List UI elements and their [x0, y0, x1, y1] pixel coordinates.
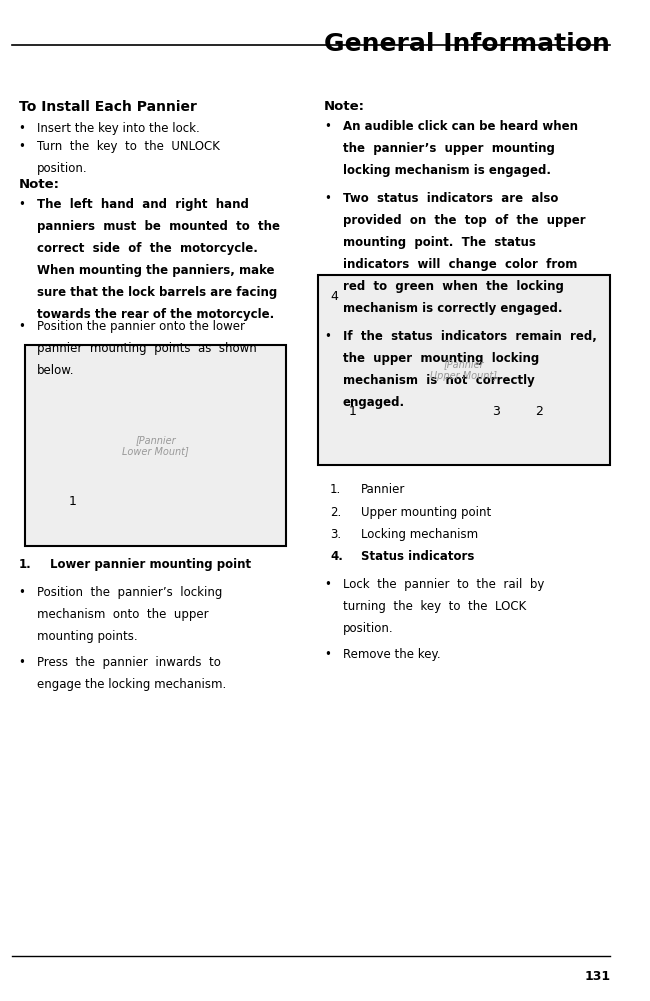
Text: turning  the  key  to  the  LOCK: turning the key to the LOCK	[343, 600, 526, 613]
Text: Remove the key.: Remove the key.	[343, 648, 440, 661]
Text: 1.: 1.	[330, 483, 341, 496]
Text: Upper mounting point: Upper mounting point	[361, 506, 491, 519]
Text: •: •	[19, 198, 25, 211]
Text: red  to  green  when  the  locking: red to green when the locking	[343, 280, 564, 293]
Text: Press  the  pannier  inwards  to: Press the pannier inwards to	[37, 656, 221, 669]
Text: General Information: General Information	[324, 32, 610, 56]
Text: Lower pannier mounting point: Lower pannier mounting point	[50, 558, 251, 571]
Text: 2: 2	[536, 405, 543, 418]
Text: the  upper  mounting  locking: the upper mounting locking	[343, 352, 539, 365]
Text: To Install Each Pannier: To Install Each Pannier	[19, 100, 196, 114]
Text: Turn  the  key  to  the  UNLOCK: Turn the key to the UNLOCK	[37, 140, 220, 153]
Text: mechanism is correctly engaged.: mechanism is correctly engaged.	[343, 302, 562, 315]
Text: provided  on  the  top  of  the  upper: provided on the top of the upper	[343, 214, 585, 227]
Text: indicators  will  change  color  from: indicators will change color from	[343, 258, 577, 271]
Text: engaged.: engaged.	[343, 396, 405, 409]
Text: engage the locking mechanism.: engage the locking mechanism.	[37, 678, 227, 691]
Text: 3: 3	[492, 405, 500, 418]
Text: •: •	[324, 330, 331, 343]
Text: 131: 131	[584, 970, 610, 983]
Text: Pannier: Pannier	[361, 483, 406, 496]
Text: 3.: 3.	[330, 528, 341, 541]
Text: Locking mechanism: Locking mechanism	[361, 528, 478, 541]
Text: •: •	[324, 120, 331, 133]
Text: towards the rear of the motorcycle.: towards the rear of the motorcycle.	[37, 308, 274, 321]
Text: Two  status  indicators  are  also: Two status indicators are also	[343, 192, 558, 205]
Text: Note:: Note:	[19, 178, 60, 191]
Text: locking mechanism is engaged.: locking mechanism is engaged.	[343, 164, 551, 177]
Text: •: •	[19, 320, 25, 333]
Text: When mounting the panniers, make: When mounting the panniers, make	[37, 264, 275, 277]
Text: mounting points.: mounting points.	[37, 630, 138, 643]
Text: mounting  point.  The  status: mounting point. The status	[343, 236, 536, 249]
Text: If  the  status  indicators  remain  red,: If the status indicators remain red,	[343, 330, 597, 343]
Text: •: •	[19, 656, 25, 669]
Text: mechanism  is  not  correctly: mechanism is not correctly	[343, 374, 534, 387]
Text: •: •	[324, 648, 331, 661]
Text: pannier  mounting  points  as  shown: pannier mounting points as shown	[37, 342, 257, 355]
Text: An audible click can be heard when: An audible click can be heard when	[343, 120, 578, 133]
Text: Position the pannier onto the lower: Position the pannier onto the lower	[37, 320, 245, 333]
Text: Insert the key into the lock.: Insert the key into the lock.	[37, 122, 200, 135]
Text: Lock  the  pannier  to  the  rail  by: Lock the pannier to the rail by	[343, 578, 544, 591]
Text: position.: position.	[37, 162, 88, 175]
Text: [Pannier
Lower Mount]: [Pannier Lower Mount]	[122, 434, 189, 456]
Text: •: •	[324, 578, 331, 591]
Text: 1.: 1.	[19, 558, 31, 571]
Text: the  pannier’s  upper  mounting: the pannier’s upper mounting	[343, 142, 554, 155]
Text: •: •	[19, 586, 25, 599]
Text: 4.: 4.	[330, 550, 343, 563]
Text: •: •	[324, 192, 331, 205]
Text: below.: below.	[37, 364, 75, 377]
Text: panniers  must  be  mounted  to  the: panniers must be mounted to the	[37, 220, 280, 233]
Text: correct  side  of  the  motorcycle.: correct side of the motorcycle.	[37, 242, 258, 255]
Text: 1: 1	[68, 495, 77, 509]
Text: Position  the  pannier’s  locking: Position the pannier’s locking	[37, 586, 223, 599]
Text: •: •	[19, 140, 25, 153]
Text: [Pannier
Upper Mount]: [Pannier Upper Mount]	[430, 359, 497, 381]
Text: •: •	[19, 122, 25, 135]
Text: Status indicators: Status indicators	[361, 550, 474, 563]
Text: 2.: 2.	[330, 506, 341, 519]
Text: mechanism  onto  the  upper: mechanism onto the upper	[37, 608, 209, 621]
Text: The  left  hand  and  right  hand: The left hand and right hand	[37, 198, 249, 211]
Text: sure that the lock barrels are facing: sure that the lock barrels are facing	[37, 286, 278, 299]
FancyBboxPatch shape	[318, 275, 610, 465]
Text: Note:: Note:	[324, 100, 365, 113]
Text: 1: 1	[349, 405, 357, 418]
Text: position.: position.	[343, 622, 393, 635]
Text: 4: 4	[330, 290, 338, 303]
FancyBboxPatch shape	[25, 345, 287, 546]
